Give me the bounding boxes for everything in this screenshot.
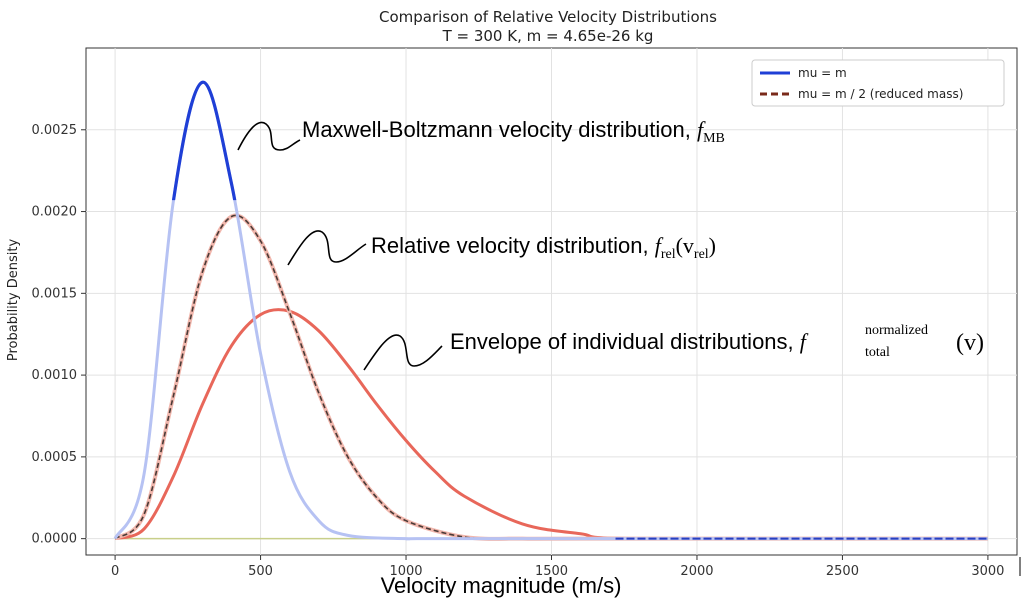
legend-box [751, 59, 1005, 107]
x-tick-label: 0 [111, 564, 119, 579]
y-tick-label: 0.0015 [32, 286, 78, 301]
annotation-total-sup: normalized [865, 323, 928, 338]
x-axis-label: Velocity magnitude (m/s) [381, 573, 622, 598]
annotation-rel-arg-end: ) [709, 233, 716, 258]
x-tick-label: 3000 [971, 564, 1004, 579]
annotation-rel-text: Relative velocity distribution, [371, 233, 655, 258]
grid-lines [86, 48, 1017, 555]
annotation-pointer-rel [287, 230, 367, 266]
annotation-total-f: f [800, 329, 809, 354]
annotation-total-text: Envelope of individual distributions, [450, 329, 800, 354]
x-axis-ticks: 0 500 1000 1500 2000 2500 3000 [111, 555, 1004, 579]
annotation-mb-f: f [697, 117, 706, 142]
svg-text:Envelope of individual distrib: Envelope of individual distributions, f [450, 329, 809, 354]
annotation-rel: Relative velocity distribution, frel(vre… [371, 233, 716, 262]
y-tick-label: 0.0020 [32, 205, 78, 220]
annotation-mb-sub: MB [703, 131, 725, 146]
annotation-total: Envelope of individual distributions, f … [450, 323, 984, 360]
svg-text:Maxwell-Boltzmann velocity dis: Maxwell-Boltzmann velocity distribution,… [302, 117, 725, 146]
annotation-pointer-total [363, 334, 443, 371]
y-tick-label: 0.0005 [32, 450, 78, 465]
x-tick-label: 500 [248, 564, 273, 579]
series-line-envelope [114, 308, 988, 541]
y-tick-label: 0.0025 [32, 123, 78, 138]
annotation-total-arg: (v) [956, 330, 984, 356]
annotation-rel-arg: (v [676, 233, 694, 258]
annotation-rel-arg-sub: rel [694, 247, 709, 262]
y-axis-label: Probability Density [6, 239, 21, 362]
x-tick-label: 2500 [826, 564, 859, 579]
annotation-rel-f: f [655, 233, 664, 258]
chart-subtitle: T = 300 K, m = 4.65e-26 kg [442, 27, 654, 45]
series-line-mb-faded [113, 80, 988, 541]
y-axis-ticks: 0.0000 0.0005 0.0010 0.0015 0.0020 0.0025 [32, 123, 86, 547]
legend-label-mu-m: mu = m [798, 66, 847, 80]
legend: mu = m mu = m / 2 (reduced mass) [751, 59, 1005, 107]
annotation-mb-text: Maxwell-Boltzmann velocity distribution, [302, 117, 697, 142]
x-tick-label: 1500 [535, 564, 568, 579]
y-tick-label: 0.0010 [32, 368, 78, 383]
series-layer [113, 80, 988, 541]
annotation-mb: Maxwell-Boltzmann velocity distribution,… [302, 117, 725, 146]
annotation-rel-sub: rel [661, 247, 676, 262]
annotation-total-sub: total [865, 345, 890, 360]
chart-title: Comparison of Relative Velocity Distribu… [379, 8, 717, 26]
x-tick-label: 2000 [680, 564, 713, 579]
legend-label-mu-half-m: mu = m / 2 (reduced mass) [798, 87, 963, 101]
svg-text:Relative velocity distribution: Relative velocity distribution, frel(vre… [371, 233, 716, 262]
x-tick-label: 1000 [389, 564, 422, 579]
y-tick-label: 0.0000 [32, 532, 78, 547]
annotation-pointer-mb [237, 121, 301, 151]
